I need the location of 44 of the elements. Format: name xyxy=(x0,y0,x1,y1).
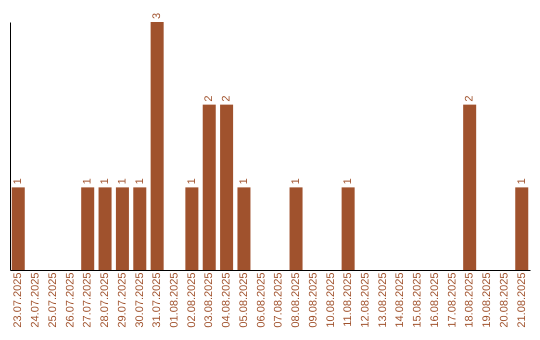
data-label: 1 xyxy=(12,178,24,184)
x-tick-label: 20.08.2025 xyxy=(498,272,510,328)
x-tick-label: 23.07.2025 xyxy=(12,272,24,328)
x-tick-label: 02.08.2025 xyxy=(186,272,198,328)
data-label: 1 xyxy=(82,178,94,184)
x-tick-label: 25.07.2025 xyxy=(46,272,59,328)
x-tick-label: 12.08.2025 xyxy=(359,272,372,328)
x-tick-label: 09.08.2025 xyxy=(307,272,320,328)
data-label: 1 xyxy=(516,178,528,184)
data-label: 1 xyxy=(238,178,250,184)
x-tick-label: 05.08.2025 xyxy=(238,272,250,328)
x-tick-label: 07.08.2025 xyxy=(272,272,285,328)
x-tick-label: 17.08.2025 xyxy=(446,272,458,328)
x-tick-label: 26.07.2025 xyxy=(64,272,76,328)
x-tick-label: 18.08.2025 xyxy=(464,272,476,328)
x-tick-label: 21.08.2025 xyxy=(516,272,528,328)
x-tick-label: 01.08.2025 xyxy=(168,272,181,328)
x-tick-label: 19.08.2025 xyxy=(481,272,494,328)
data-label: 1 xyxy=(290,178,302,184)
x-tick-label: 16.08.2025 xyxy=(428,272,441,328)
x-tick-label: 24.07.2025 xyxy=(30,272,42,328)
data-label: 2 xyxy=(220,96,233,102)
data-label: 3 xyxy=(151,12,164,19)
x-tick-label: 28.07.2025 xyxy=(99,272,112,328)
x-tick-label: 31.07.2025 xyxy=(151,272,164,328)
x-tick-label: 11.08.2025 xyxy=(342,272,354,327)
data-label: 2 xyxy=(203,96,216,102)
x-tick-label: 30.07.2025 xyxy=(134,272,146,328)
x-tick-label: 08.08.2025 xyxy=(290,272,302,328)
x-tick-label: 29.07.2025 xyxy=(116,272,128,328)
x-tick-label: 13.08.2025 xyxy=(376,272,389,328)
data-label: 1 xyxy=(342,178,354,184)
data-label: 1 xyxy=(134,178,146,184)
x-tick-label: 03.08.2025 xyxy=(203,272,216,328)
x-tick-label: 15.08.2025 xyxy=(412,272,424,328)
data-label: 1 xyxy=(116,178,128,184)
data-label: 1 xyxy=(99,178,112,184)
x-tick-label: 04.08.2025 xyxy=(220,272,233,328)
x-tick-label: 10.08.2025 xyxy=(324,272,337,328)
data-label: 2 xyxy=(464,96,476,102)
x-tick-label: 06.08.2025 xyxy=(255,272,268,328)
data-label: 1 xyxy=(186,178,198,184)
x-tick-label: 14.08.2025 xyxy=(394,272,406,328)
x-tick-label: 27.07.2025 xyxy=(82,272,94,328)
